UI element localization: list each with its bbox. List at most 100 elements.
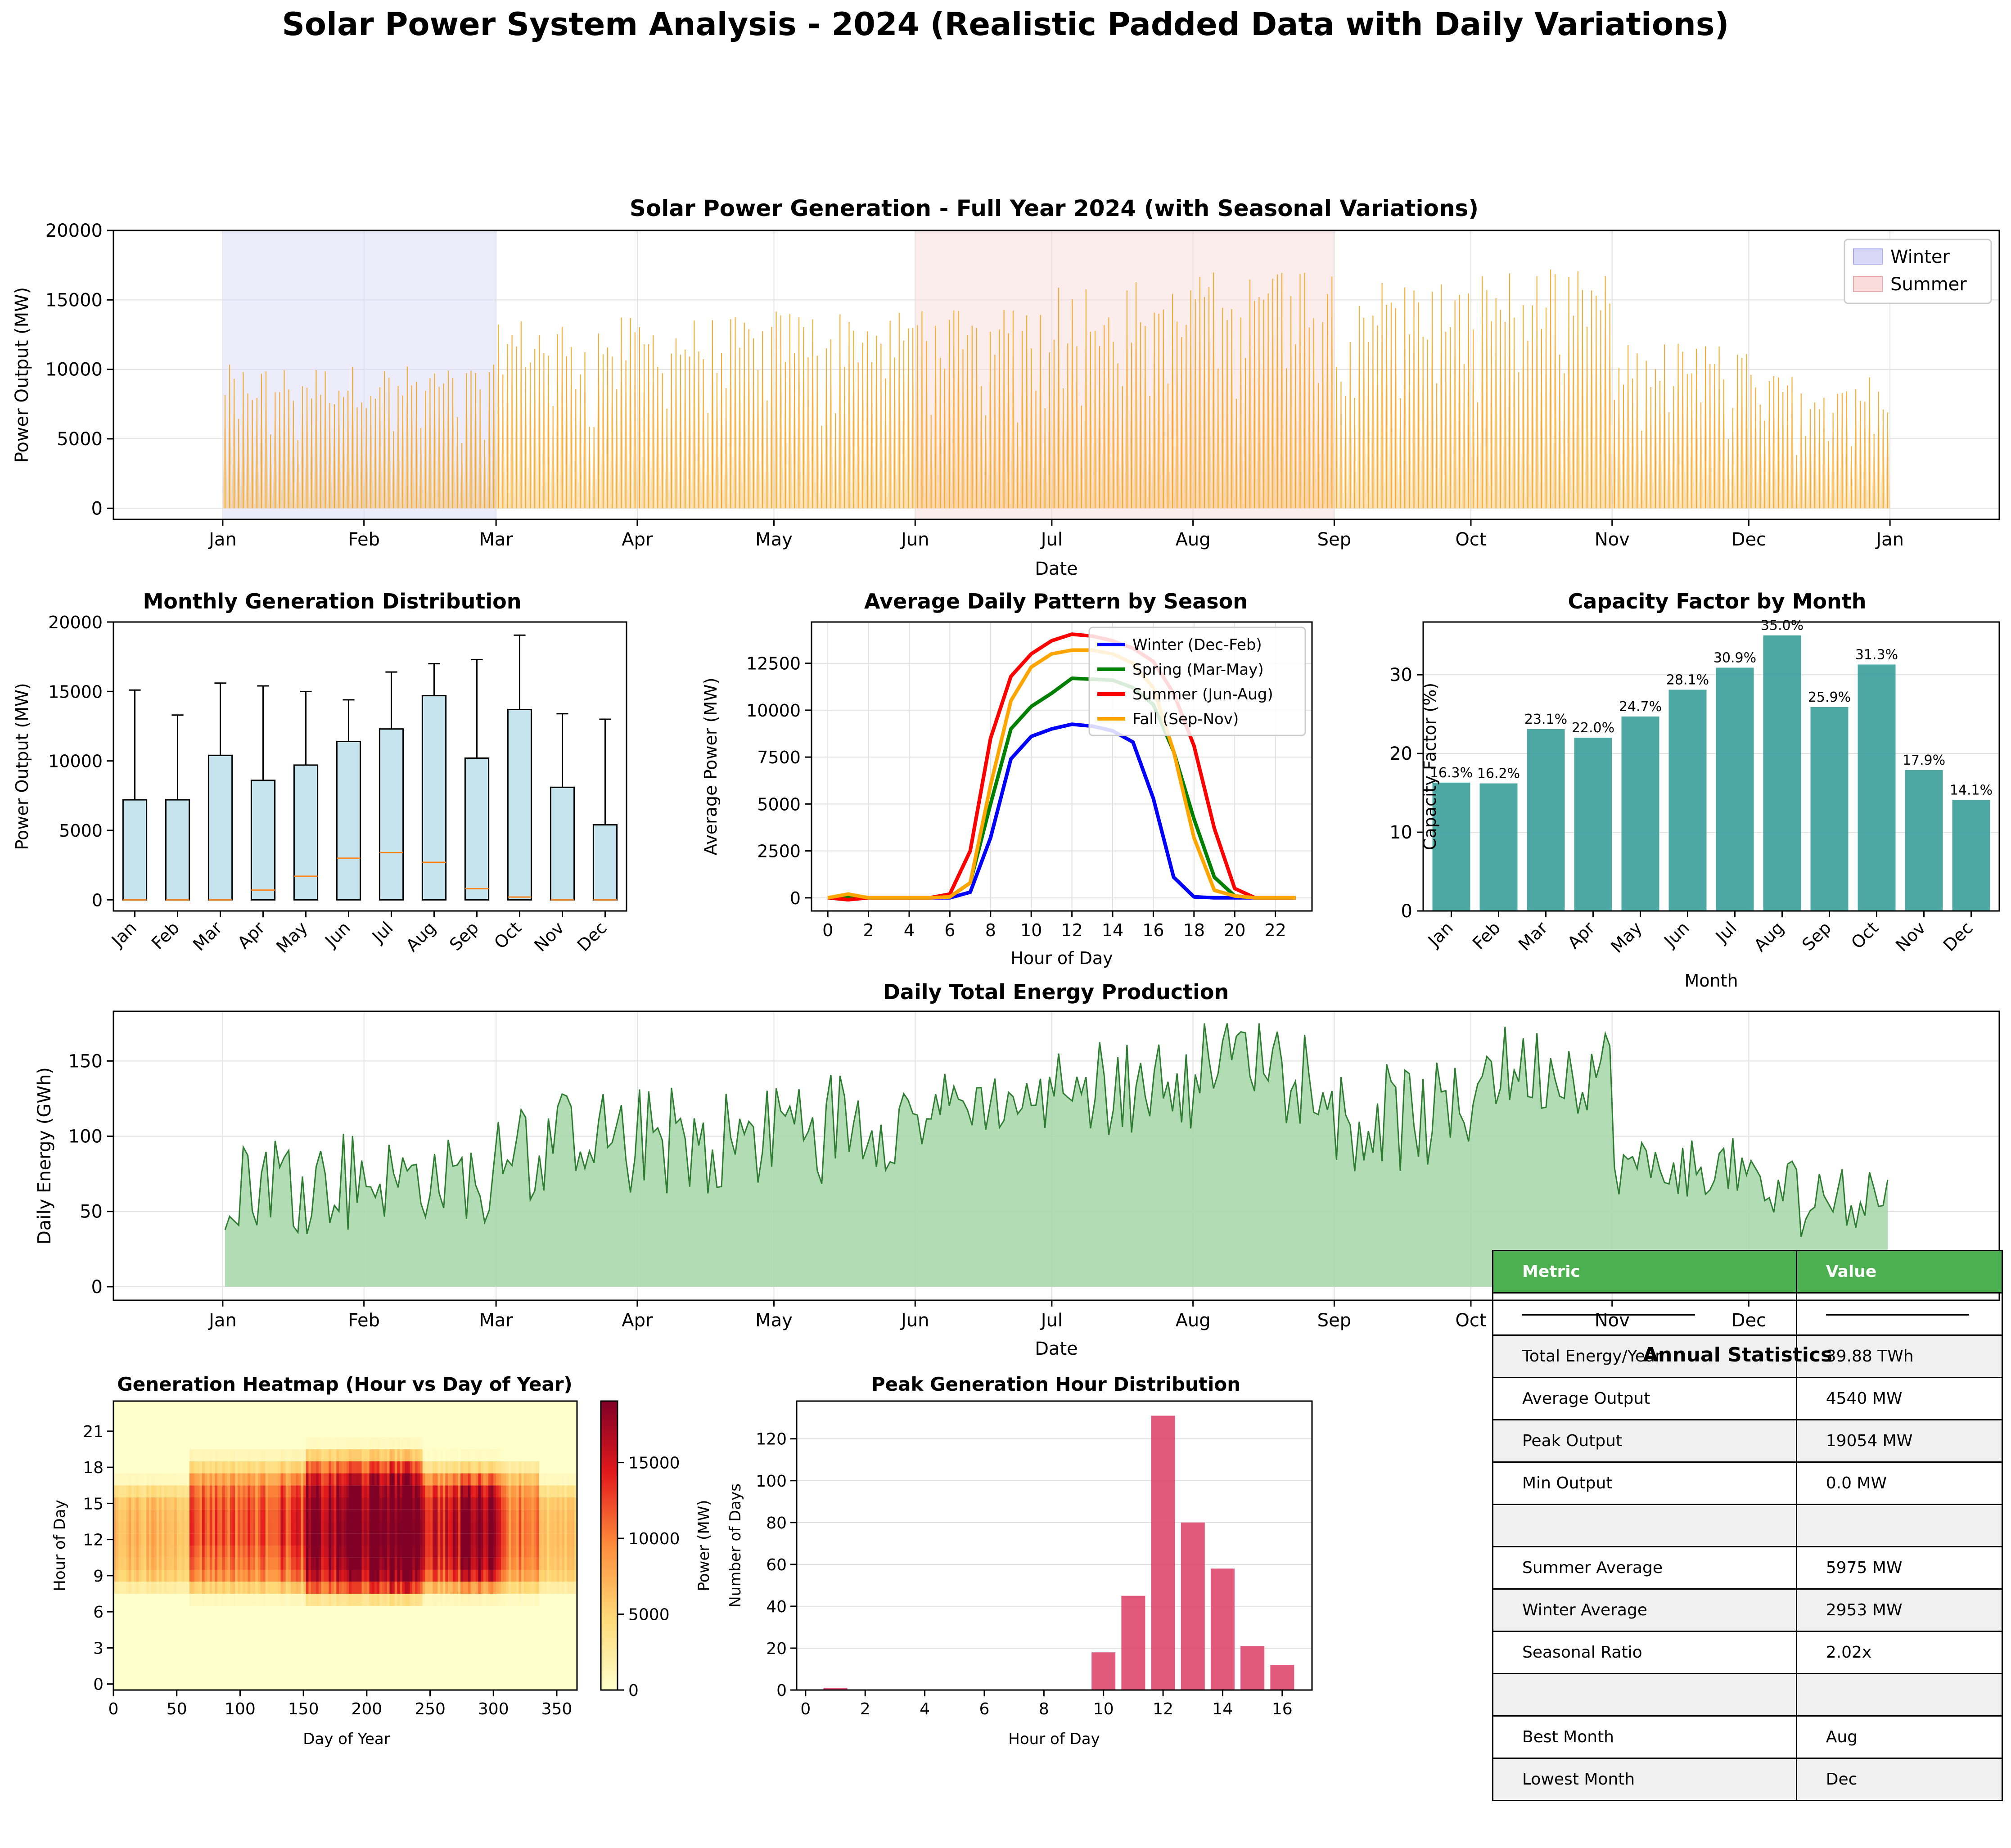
heatmap-cell bbox=[442, 1569, 446, 1582]
heatmap-cell bbox=[225, 1449, 228, 1461]
heatmap-cell bbox=[341, 1509, 344, 1522]
heatmap-cell bbox=[265, 1569, 268, 1582]
heatmap-cell bbox=[450, 1485, 453, 1498]
heatmap-cell bbox=[440, 1473, 443, 1486]
y-axis-label: Capacity Factor (%) bbox=[1420, 683, 1440, 850]
heatmap-cell bbox=[257, 1546, 261, 1558]
heatmap-cell bbox=[433, 1546, 436, 1558]
heatmap-cell bbox=[245, 1521, 248, 1534]
heatmap-cell bbox=[159, 1473, 162, 1486]
heatmap-cell bbox=[151, 1582, 154, 1594]
heatmap-cell bbox=[121, 1485, 124, 1498]
heatmap-cell bbox=[285, 1509, 289, 1522]
heatmap-cell bbox=[468, 1461, 471, 1474]
heatmap-cell bbox=[220, 1509, 223, 1522]
heatmap-cell bbox=[400, 1461, 403, 1474]
heatmap-cell bbox=[491, 1473, 494, 1486]
y-tick-label: 15000 bbox=[48, 682, 103, 702]
heatmap-cell bbox=[202, 1497, 205, 1510]
heatmap-cell bbox=[308, 1449, 311, 1461]
heatmap-cell bbox=[341, 1497, 344, 1510]
heatmap-cell bbox=[316, 1582, 319, 1594]
heatmap-cell bbox=[529, 1582, 532, 1594]
heatmap-cell bbox=[460, 1546, 464, 1558]
heatmap-cell bbox=[531, 1485, 534, 1498]
heatmap-cell bbox=[275, 1473, 279, 1486]
heatmap-cell bbox=[387, 1582, 390, 1594]
heatmap-cell bbox=[296, 1473, 299, 1486]
heatmap-cell bbox=[498, 1473, 501, 1486]
heatmap-cell bbox=[427, 1461, 430, 1474]
heatmap-cell bbox=[283, 1557, 286, 1570]
heatmap-cell bbox=[463, 1557, 466, 1570]
heatmap-cell bbox=[187, 1557, 190, 1570]
heatmap-cell bbox=[468, 1533, 471, 1546]
heatmap-cell bbox=[202, 1594, 205, 1606]
heatmap-cell bbox=[475, 1461, 478, 1474]
heatmap-cell bbox=[551, 1521, 555, 1534]
heatmap-cell bbox=[209, 1582, 212, 1594]
heatmap-cell bbox=[493, 1594, 496, 1606]
heatmap-cell bbox=[156, 1557, 159, 1570]
y-tick-label: 18 bbox=[83, 1459, 104, 1477]
heatmap-cell bbox=[427, 1582, 430, 1594]
heatmap-cell bbox=[134, 1497, 137, 1510]
heatmap-cell bbox=[257, 1497, 261, 1510]
heatmap-cell bbox=[352, 1461, 355, 1474]
heatmap-cell bbox=[359, 1437, 362, 1450]
heatmap-cell bbox=[159, 1557, 162, 1570]
heatmap-cell bbox=[481, 1533, 484, 1546]
heatmap-cell bbox=[194, 1521, 198, 1534]
heatmap-cell bbox=[298, 1546, 301, 1558]
heatmap-cell bbox=[389, 1473, 392, 1486]
heatmap-cell bbox=[334, 1437, 337, 1450]
heatmap-cell bbox=[222, 1461, 225, 1474]
y-tick-label: 9 bbox=[93, 1567, 104, 1586]
y-tick-label: 12500 bbox=[746, 654, 801, 674]
heatmap-cell bbox=[308, 1557, 311, 1570]
heatmap-cell bbox=[253, 1533, 256, 1546]
heatmap-cell bbox=[562, 1533, 565, 1546]
heatmap-cell bbox=[407, 1521, 410, 1534]
heatmap-cell bbox=[255, 1461, 258, 1474]
heatmap-cell bbox=[450, 1546, 453, 1558]
heatmap-cell bbox=[222, 1582, 225, 1594]
heatmap-cell bbox=[271, 1582, 274, 1594]
heatmap-cell bbox=[268, 1582, 271, 1594]
heatmap-cell bbox=[316, 1557, 319, 1570]
heatmap-cell bbox=[551, 1582, 555, 1594]
heatmap-cell bbox=[199, 1569, 203, 1582]
x-tick-label: Oct bbox=[490, 918, 525, 953]
heatmap-cell bbox=[321, 1473, 324, 1486]
heatmap-cell bbox=[514, 1521, 517, 1534]
heatmap-cell bbox=[534, 1594, 537, 1606]
heatmap-cell bbox=[298, 1509, 301, 1522]
panel-peak-hour: Peak Generation Hour Distribution 020406… bbox=[726, 1373, 1313, 1748]
heatmap-cell bbox=[379, 1582, 383, 1594]
heatmap-cell bbox=[541, 1509, 545, 1522]
heatmap-cell bbox=[567, 1473, 570, 1486]
heatmap-cell bbox=[217, 1594, 220, 1606]
heatmap-cell bbox=[379, 1521, 383, 1534]
heatmap-cell bbox=[273, 1594, 276, 1606]
heatmap-cell bbox=[366, 1449, 370, 1461]
heatmap-cell bbox=[430, 1485, 433, 1498]
heatmap-cell bbox=[288, 1461, 291, 1474]
heatmap-cell bbox=[174, 1557, 177, 1570]
heatmap-cell bbox=[448, 1546, 451, 1558]
heatmap-cell bbox=[220, 1594, 223, 1606]
heatmap-cell bbox=[557, 1557, 560, 1570]
heatmap-cell bbox=[313, 1582, 316, 1594]
heatmap-cell bbox=[410, 1473, 413, 1486]
heatmap-cell bbox=[420, 1533, 423, 1546]
heatmap-cell bbox=[298, 1461, 301, 1474]
heatmap-cell bbox=[369, 1521, 372, 1534]
heatmap-cell bbox=[243, 1449, 246, 1461]
heatmap-cell bbox=[250, 1473, 253, 1486]
heatmap-cell bbox=[329, 1509, 332, 1522]
heatmap-cell bbox=[139, 1473, 142, 1486]
heatmap-cell bbox=[273, 1449, 276, 1461]
heatmap-cell bbox=[285, 1582, 289, 1594]
heatmap-cell bbox=[301, 1461, 304, 1474]
heatmap-cell bbox=[526, 1533, 529, 1546]
